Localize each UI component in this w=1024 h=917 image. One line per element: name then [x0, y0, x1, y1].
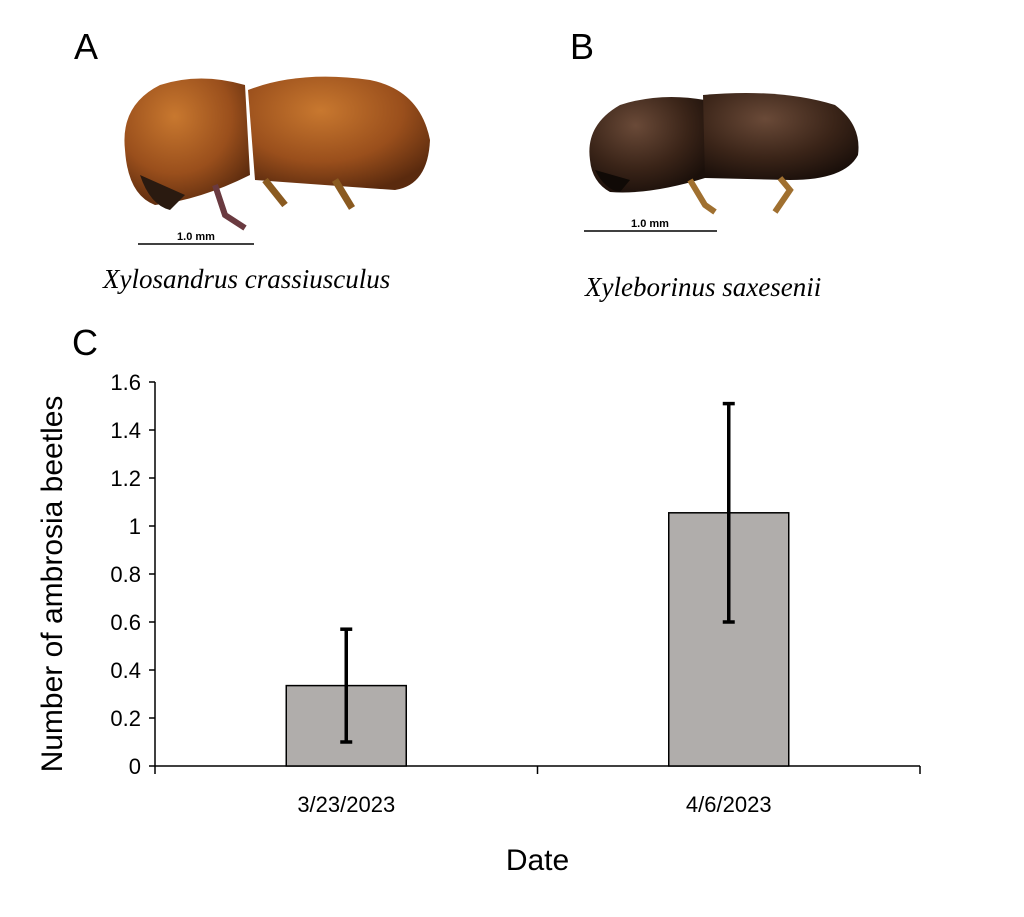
y-tick-label: 0.8	[110, 562, 141, 587]
y-tick-label: 0.2	[110, 706, 141, 731]
panel-label-b: B	[570, 26, 595, 67]
x-axis-title: Date	[506, 844, 569, 877]
species-name-a: Xylosandrus crassiusculus	[103, 264, 391, 294]
species-name-b: Xyleborinus saxesenii	[585, 272, 822, 302]
y-tick-label: 0.6	[110, 610, 141, 635]
x-tick-label: 4/6/2023	[686, 792, 772, 817]
scale-bar-label-b: 1.0 mm	[631, 218, 669, 230]
y-tick-label: 0.4	[110, 658, 141, 683]
panel-label-a: A	[74, 26, 99, 67]
y-tick-label: 1.4	[110, 418, 141, 443]
y-tick-label: 0	[129, 754, 141, 779]
bar-chart: 0 0.2 0.4 0.6 0.8 1 1.2 1.4 1.6 3/23/2023 4/6/2023…	[36, 370, 921, 877]
x-tick-label: 3/23/2023	[297, 792, 395, 817]
scale-bar-label-a: 1.0 mm	[177, 231, 215, 243]
y-tick-label: 1	[129, 514, 141, 539]
y-axis-title: Number of ambrosia beetles	[36, 396, 69, 773]
panel-label-c: C	[72, 322, 98, 363]
beetle-image-b: 1.0 mm	[584, 92, 859, 232]
beetle-image-a: 1.0 mm	[124, 76, 430, 245]
y-tick-label: 1.6	[110, 370, 141, 395]
y-tick-label: 1.2	[110, 466, 141, 491]
